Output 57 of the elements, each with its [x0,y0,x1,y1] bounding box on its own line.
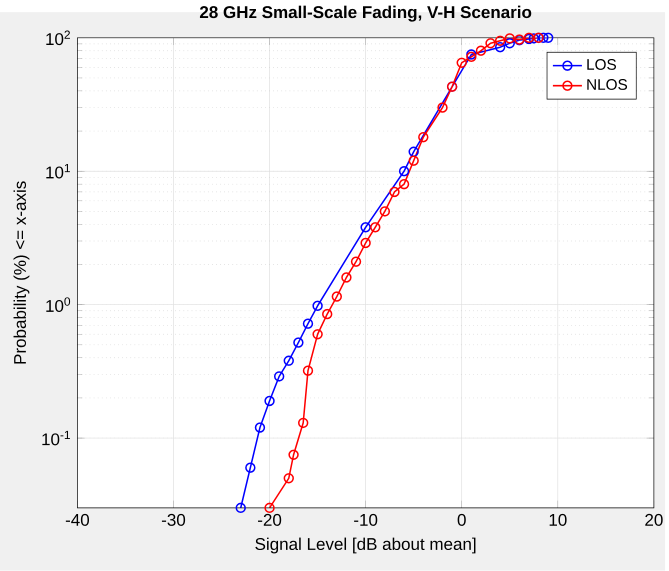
point [408,156,419,166]
y-axis-title: Probability (%) <= x-axis [14,181,30,364]
point [293,337,304,348]
point [284,473,294,484]
point [274,371,284,382]
point [298,418,308,428]
point [341,272,352,283]
point [380,206,390,217]
legend-label: NLOS [587,79,628,90]
x-tick-label: 0 [458,514,466,526]
point [302,366,314,376]
point [284,356,294,366]
point [370,222,380,233]
point [456,58,467,68]
y-tick-label: 10$^{0}$ [46,297,70,312]
y-tick-label: 10$^{-1}$ [42,430,70,446]
point [302,318,314,330]
x-axis-title: Signal Level [dB about mean] [255,538,476,554]
y-tick-label: 10$^{2}$ [46,30,70,46]
point [476,46,486,56]
point [466,49,477,60]
point [389,186,400,198]
point [437,102,448,113]
legend-label: LOS [587,59,616,70]
point [264,502,275,514]
y-tick-label: 10$^{1}$ [46,164,70,179]
point [360,222,371,233]
point [254,422,266,433]
x-tick-label: -40 [66,514,90,526]
point [236,502,246,514]
x-tick-label: 10 [550,514,567,526]
point [466,52,477,62]
x-tick-label: -30 [162,514,186,526]
point [288,450,299,460]
point [322,309,332,320]
point [494,36,506,46]
point [494,42,506,53]
point [408,146,419,158]
chart-title: 28 GHz Small-Scale Fading, V-H Scenario [200,6,532,22]
x-tick-label: -20 [258,514,282,526]
point [504,38,515,49]
point [332,291,342,302]
point [485,38,496,49]
point [543,32,554,44]
x-tick-label: -10 [354,514,378,526]
x-tick-label: 20 [645,514,663,526]
point [504,33,515,44]
point [350,256,362,267]
point [398,166,410,177]
point [360,238,371,248]
point [418,132,428,142]
point [264,396,275,406]
point [312,329,323,340]
point [528,33,539,44]
point [245,462,256,474]
point [312,300,323,312]
point [398,179,410,190]
